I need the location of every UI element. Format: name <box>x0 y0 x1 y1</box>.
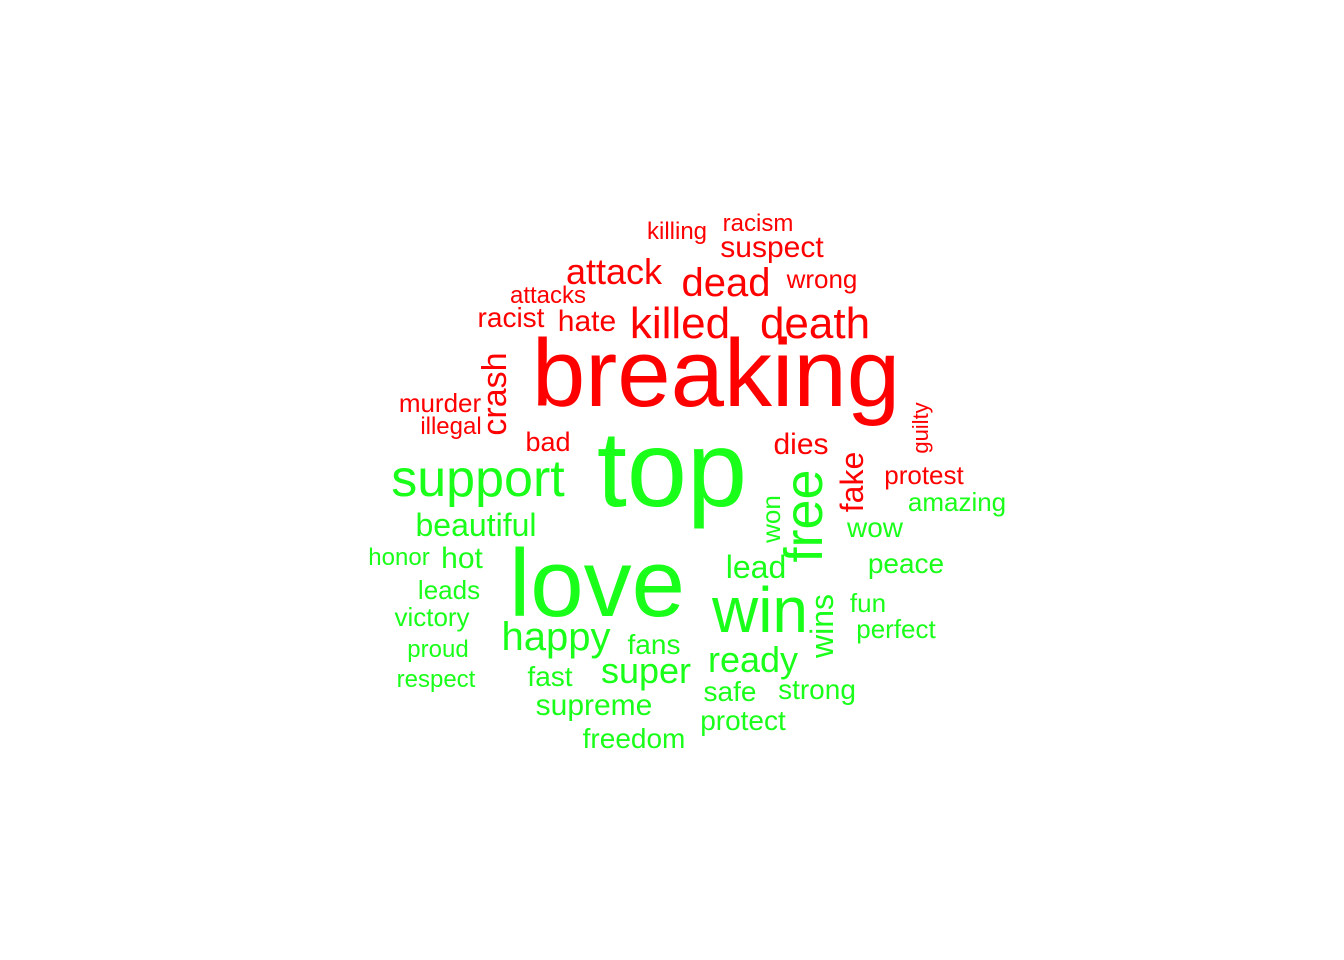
word-dead: dead <box>682 261 771 305</box>
word-wins: wins <box>804 594 840 659</box>
word-attacks: attacks <box>510 282 586 309</box>
word-ready: ready <box>708 639 798 680</box>
word-safe: safe <box>704 676 757 707</box>
word-protect: protect <box>700 705 786 736</box>
word-proud: proud <box>407 636 468 663</box>
word-dies: dies <box>773 428 828 461</box>
word-fun: fun <box>850 588 886 618</box>
word-perfect: perfect <box>856 614 936 644</box>
word-peace: peace <box>868 548 944 579</box>
word-lead: lead <box>726 549 787 585</box>
word-free: free <box>774 469 834 562</box>
word-respect: respect <box>397 666 476 693</box>
word-hate: hate <box>558 305 616 338</box>
word-freedom: freedom <box>583 723 686 754</box>
word-racism: racism <box>723 210 794 237</box>
word-breaking: breaking <box>532 320 900 427</box>
word-love: love <box>509 530 685 637</box>
word-bad: bad <box>525 427 570 457</box>
word-won: won <box>756 495 786 544</box>
word-guilty: guilty <box>908 402 933 453</box>
word-killing: killing <box>647 218 707 245</box>
word-victory: victory <box>394 602 469 632</box>
word-protest: protest <box>884 460 964 490</box>
word-killed: killed <box>630 299 730 348</box>
word-racist: racist <box>478 302 545 333</box>
word-murder: murder <box>399 388 482 418</box>
word-crash: crash <box>476 352 514 435</box>
word-beautiful: beautiful <box>416 507 537 543</box>
word-supreme: supreme <box>536 689 653 722</box>
word-win: win <box>711 574 808 646</box>
word-amazing: amazing <box>908 487 1006 517</box>
word-happy: happy <box>502 615 611 659</box>
word-super: super <box>601 650 691 691</box>
word-support: support <box>391 450 565 508</box>
word-strong: strong <box>778 674 856 705</box>
word-attack: attack <box>566 251 663 292</box>
word-wrong: wrong <box>786 264 858 294</box>
word-top: top <box>597 408 747 529</box>
word-illegal: illegal <box>420 413 481 440</box>
word-fans: fans <box>628 629 681 660</box>
word-wow: wow <box>846 512 904 543</box>
word-fast: fast <box>527 661 572 692</box>
word-honor: honor <box>368 544 429 571</box>
word-suspect: suspect <box>720 231 824 264</box>
word-death: death <box>760 299 870 348</box>
word-fake: fake <box>834 452 870 512</box>
word-leads: leads <box>418 575 480 605</box>
word-hot: hot <box>441 542 483 575</box>
